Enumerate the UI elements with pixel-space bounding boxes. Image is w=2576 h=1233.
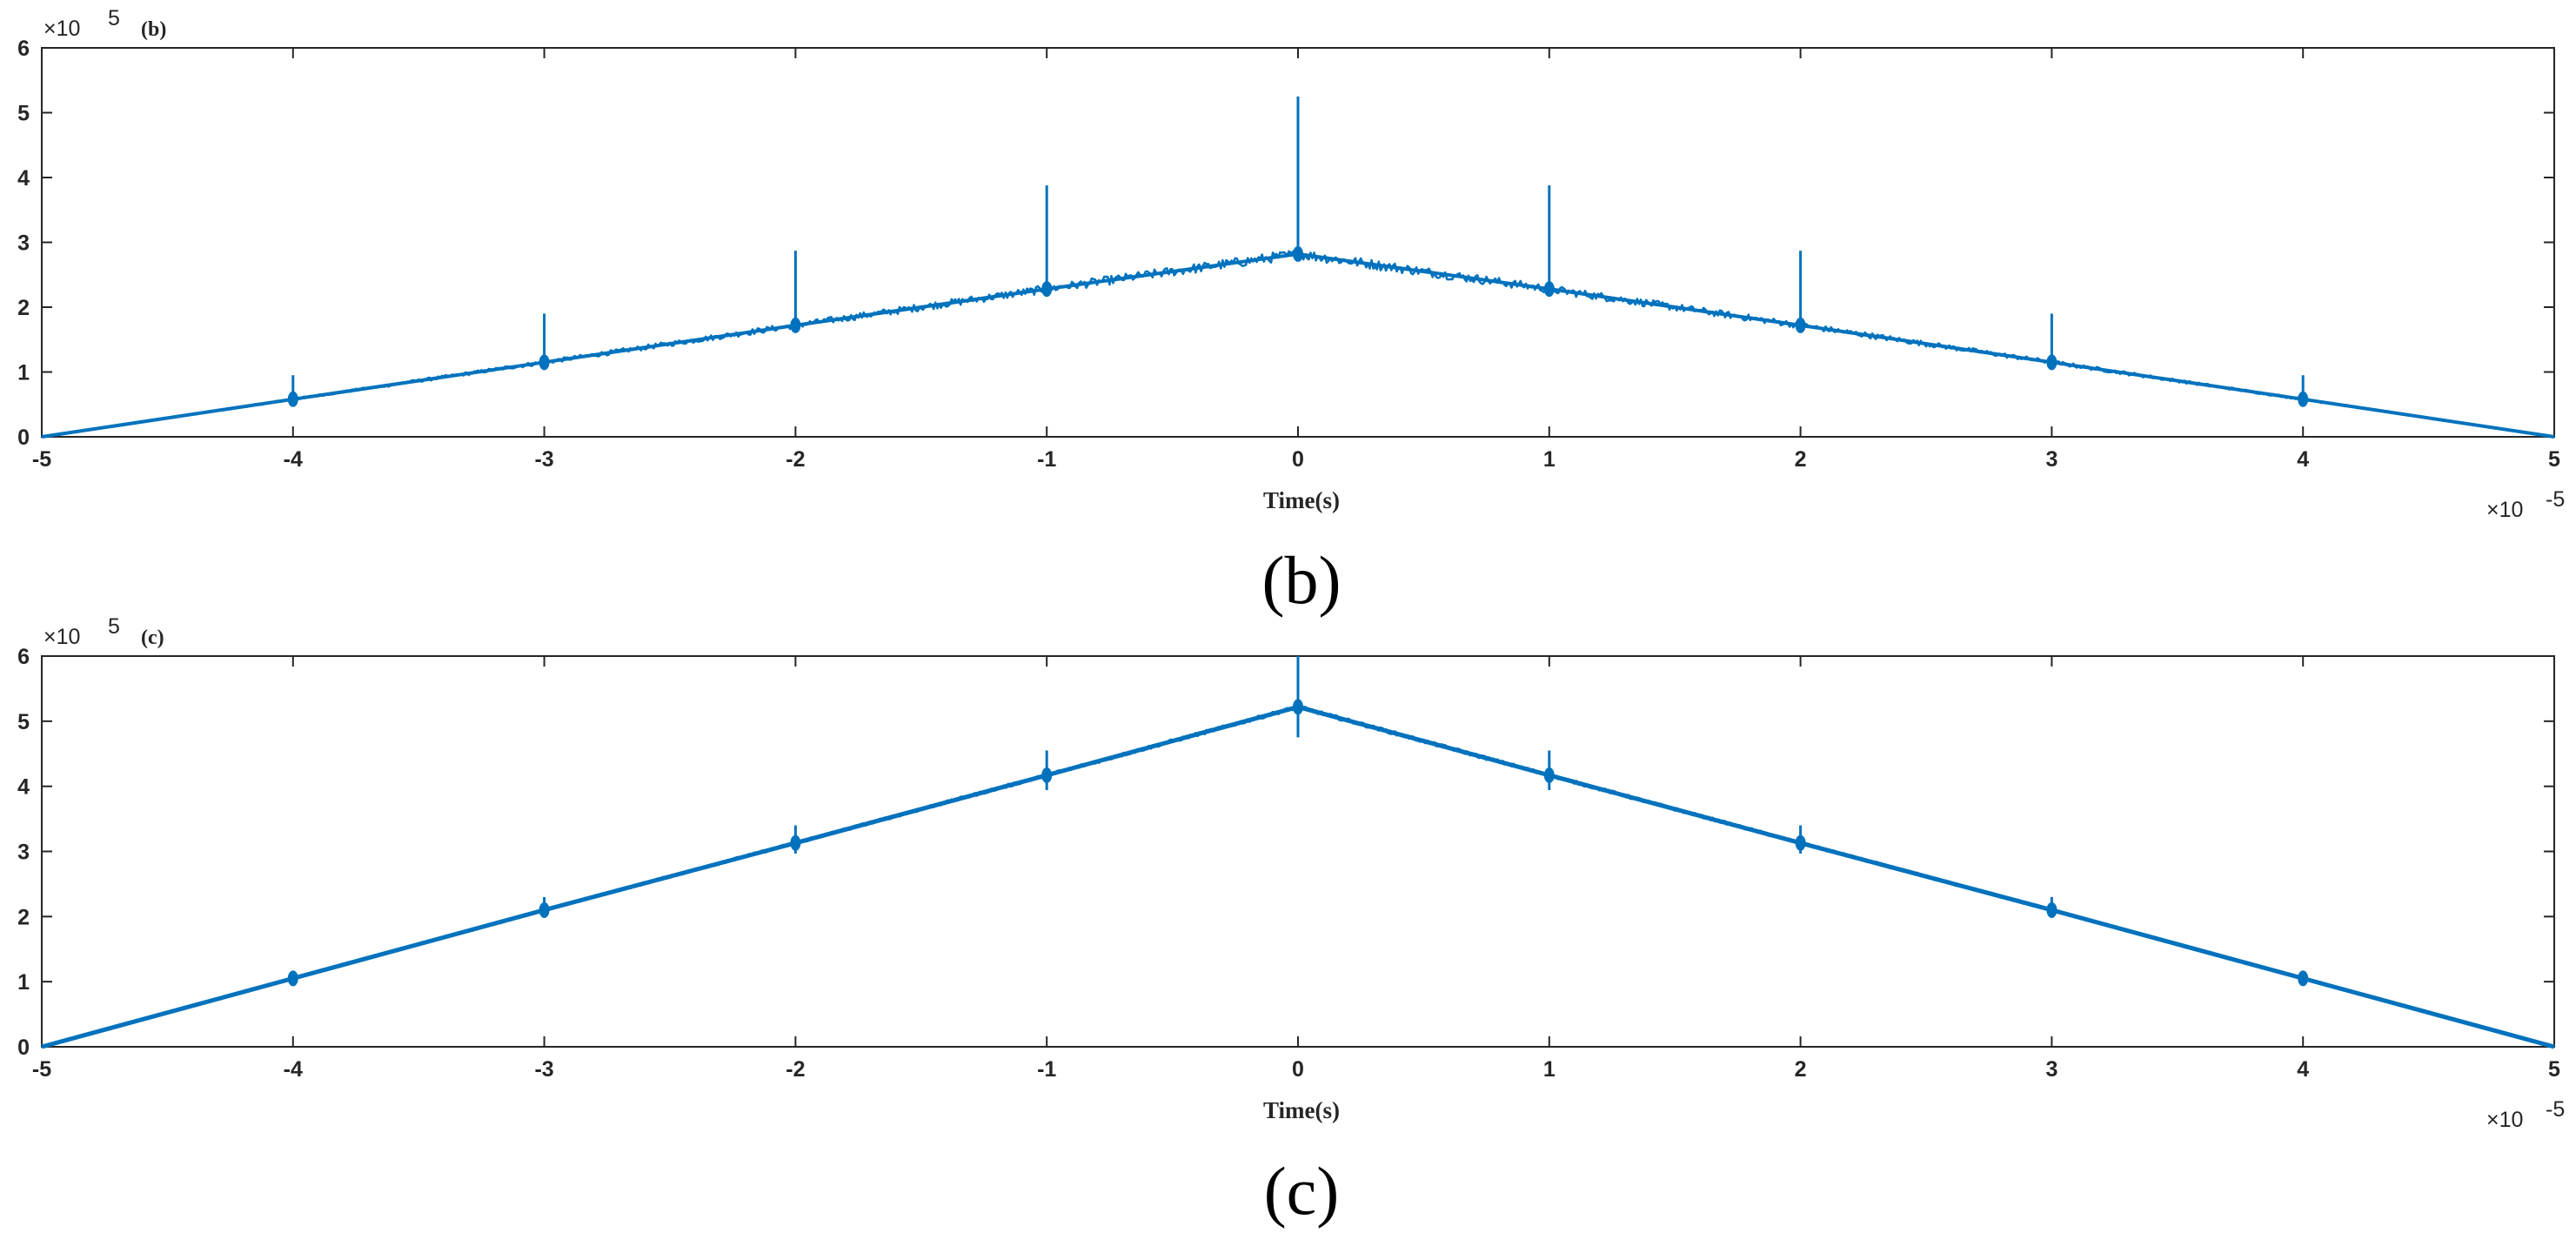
y-exponent-power: 5: [108, 614, 120, 639]
x-tick-label: 3: [2045, 447, 2057, 472]
x-tick-label: 4: [2297, 1057, 2309, 1082]
x-tick-label: -3: [534, 447, 553, 472]
spike-node: [790, 834, 801, 851]
x-tick-label: -5: [32, 1057, 51, 1082]
x-tick-label: 1: [1543, 1057, 1556, 1082]
spike-node: [539, 901, 550, 918]
spike-node: [539, 354, 550, 371]
spike-node: [1543, 281, 1555, 298]
series-trend-line: [41, 704, 2555, 1049]
y-exponent-label: ×10: [43, 17, 80, 41]
x-exponent-label: ×10: [2486, 1108, 2523, 1132]
spike-node: [2046, 901, 2057, 918]
y-exponent-power: 5: [108, 6, 120, 30]
x-tick-label: -4: [284, 1057, 303, 1082]
x-tick-label: -2: [786, 1057, 805, 1082]
y-tick-label: 4: [17, 775, 30, 800]
y-tick-label: 1: [17, 970, 30, 995]
spike-node: [2298, 970, 2309, 987]
x-tick-label: 3: [2045, 1057, 2057, 1082]
x-tick-label: -5: [32, 447, 51, 472]
y-tick-label: 6: [17, 645, 30, 669]
x-tick-label: -3: [534, 1057, 553, 1082]
x-tick-label: 0: [1292, 447, 1304, 472]
chart-panel-b: -5 -4 -3 -2 -1 0 1 2 3 4 5 0 1 2 3 4 5 6 ×10 5 (b) ×10 -5 Time(…: [17, 6, 2565, 522]
y-exponent-label: ×10: [43, 625, 80, 649]
x-exponent-power: -5: [2546, 1097, 2565, 1122]
y-tick-label: 5: [17, 710, 30, 734]
x-tick-label: -1: [1037, 1057, 1056, 1082]
x-tick-label: 1: [1543, 447, 1556, 472]
series-line: [41, 704, 2555, 1049]
x-tick-label: 5: [2548, 1057, 2560, 1082]
x-tick-label: -2: [786, 447, 805, 472]
x-tick-label: 0: [1292, 1057, 1304, 1082]
x-tick-label: 5: [2548, 447, 2560, 472]
x-tick-label: 4: [2297, 447, 2309, 472]
x-exponent-power: -5: [2546, 487, 2565, 512]
x-tick-label: -1: [1037, 447, 1056, 472]
x-exponent-label: ×10: [2486, 498, 2523, 522]
figure-caption: (b): [1262, 542, 1342, 618]
spike-node: [1795, 317, 1806, 333]
spike-node: [1543, 767, 1555, 783]
y-tick-label: 2: [17, 905, 30, 929]
spike-node: [1293, 699, 1303, 715]
x-tick-label: 2: [1795, 447, 1807, 472]
series-trend-line: [41, 251, 2555, 439]
spike-node: [2298, 391, 2309, 407]
spike-node: [790, 317, 801, 333]
panel-tag: (c): [141, 627, 164, 649]
spike-node: [1795, 834, 1806, 851]
y-tick-label: 0: [17, 1035, 30, 1060]
figure-caption: (c): [1264, 1153, 1340, 1229]
y-tick-label: 1: [17, 361, 30, 385]
spike-node: [2046, 354, 2057, 371]
spike-node: [1041, 767, 1053, 783]
panel-tag: (b): [141, 18, 166, 41]
y-tick-label: 3: [17, 841, 30, 865]
spike-node: [287, 970, 298, 987]
x-axis-title: Time(s): [1263, 487, 1340, 513]
series-line: [41, 249, 2555, 439]
y-tick-label: 3: [17, 231, 30, 256]
y-tick-label: 5: [17, 102, 30, 126]
x-tick-label: -4: [284, 447, 303, 472]
chart-panel-c: -5 -4 -3 -2 -1 0 1 2 3 4 5 0 1 2 3 4 5 6 ×10 5 (c) ×10 -5 Time(…: [17, 614, 2565, 1132]
y-tick-label: 4: [17, 166, 30, 191]
y-tick-label: 0: [17, 426, 30, 450]
spike-node: [1293, 245, 1303, 262]
spike-node: [287, 391, 298, 407]
x-axis-title: Time(s): [1263, 1097, 1340, 1123]
y-tick-label: 2: [17, 296, 30, 320]
spike-node: [1041, 281, 1053, 298]
x-tick-label: 2: [1795, 1057, 1807, 1082]
y-tick-label: 6: [17, 37, 30, 61]
